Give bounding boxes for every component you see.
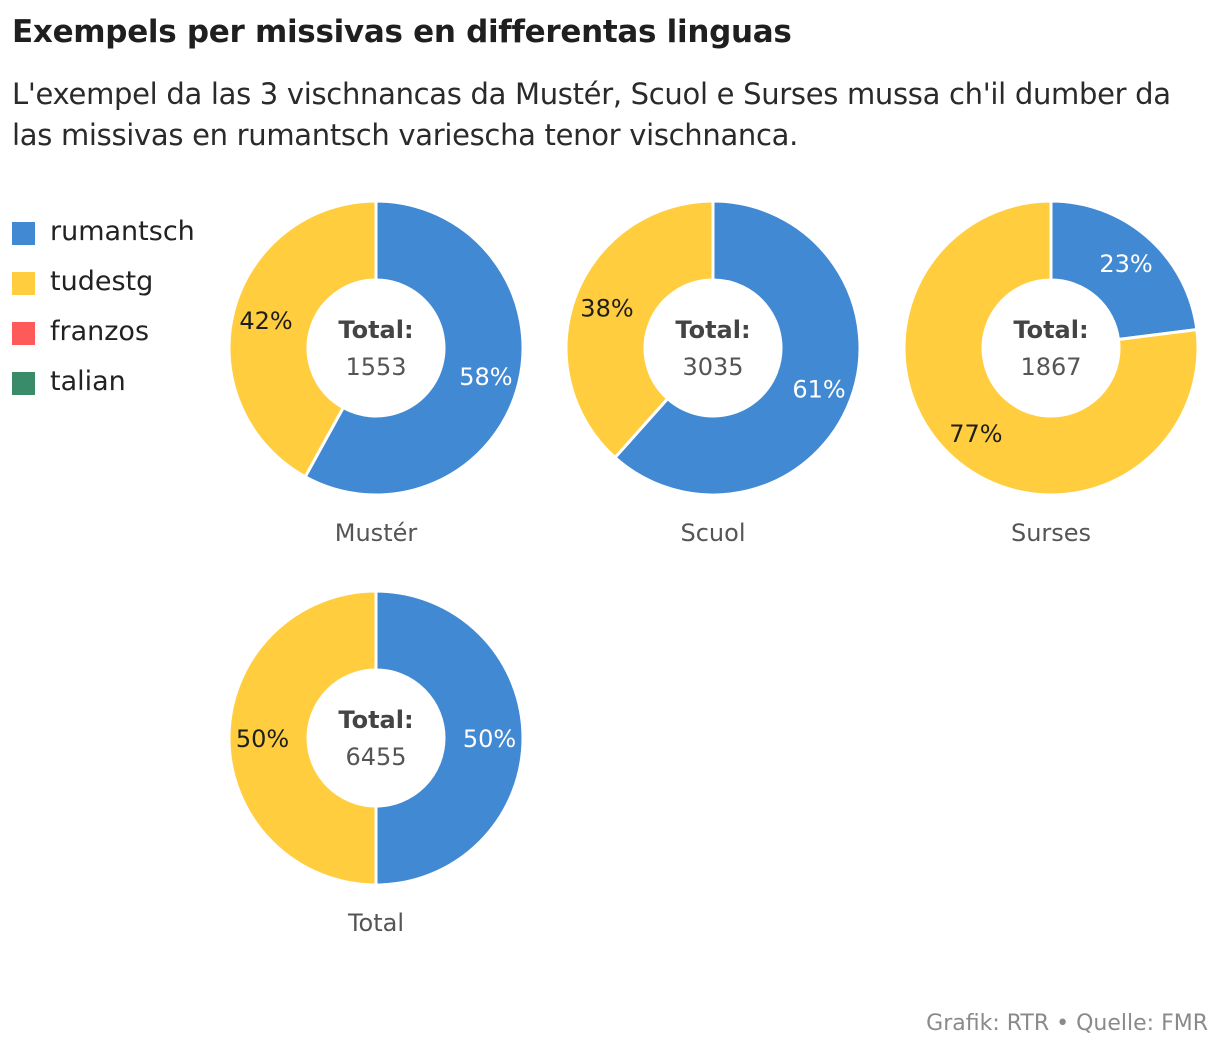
center-total-value-must-r: 1553 <box>345 353 406 381</box>
slice-must-r-rumantsch <box>303 199 525 497</box>
data-label-scuol-tudestg: 38% <box>580 294 633 322</box>
data-label-total-tudestg: 50% <box>236 725 289 753</box>
data-label-must-r-rumantsch: 58% <box>459 363 512 391</box>
legend-label-talian: talian <box>50 366 126 397</box>
slice-scuol-tudestg <box>564 199 715 460</box>
slice-total-tudestg <box>227 589 378 887</box>
slice-surses-tudestg <box>902 199 1200 497</box>
legend-label-rumantsch: rumantsch <box>50 216 195 247</box>
center-total-label-surses: Total: <box>1013 316 1088 344</box>
chart-subtitle: L'exempel da las 3 vischnancas da Mustér… <box>12 77 1171 152</box>
center-total-label-total: Total: <box>338 706 413 734</box>
legend-label-franzos: franzos <box>50 316 150 347</box>
donut-surses: 23% 77% Total: 1867 Surses <box>902 199 1200 547</box>
center-total-label-must-r: Total: <box>338 316 413 344</box>
slice-scuol-rumantsch <box>612 199 862 497</box>
slice-must-r-tudestg <box>227 199 378 479</box>
data-label-must-r-tudestg: 42% <box>239 307 292 335</box>
donut-total: 50% 50% Total: 6455 Total <box>227 589 525 937</box>
data-label-scuol-rumantsch: 61% <box>792 376 845 404</box>
data-label-surses-rumantsch: 23% <box>1099 250 1152 278</box>
chart-name-total: Total <box>347 909 404 937</box>
center-total-value-total: 6455 <box>345 743 406 771</box>
center-total-label-scuol: Total: <box>675 316 750 344</box>
legend-swatch-franzos <box>12 322 35 345</box>
legend-label-tudestg: tudestg <box>50 266 154 297</box>
donut-scuol: 61% 38% Total: 3035 Scuol <box>564 199 862 547</box>
slice-surses-rumantsch <box>1049 199 1199 342</box>
slice-total-rumantsch <box>374 589 525 887</box>
legend-swatch-tudestg <box>12 272 35 295</box>
chart-name-must-r: Mustér <box>335 519 418 547</box>
data-label-surses-tudestg: 77% <box>949 420 1002 448</box>
center-total-value-scuol: 3035 <box>682 353 743 381</box>
chart-title: Exempels per missivas en differentas lin… <box>12 14 792 50</box>
chart-name-scuol: Scuol <box>681 519 746 547</box>
source-footer: Grafik: RTR • Quelle: FMR <box>926 1011 1208 1036</box>
center-total-value-surses: 1867 <box>1020 353 1081 381</box>
data-label-total-rumantsch: 50% <box>463 725 516 753</box>
chart-name-surses: Surses <box>1011 519 1091 547</box>
legend-swatch-talian <box>12 372 35 395</box>
donut-must-r: 58% 42% Total: 1553 Mustér <box>227 199 525 547</box>
legend-swatch-rumantsch <box>12 222 35 245</box>
